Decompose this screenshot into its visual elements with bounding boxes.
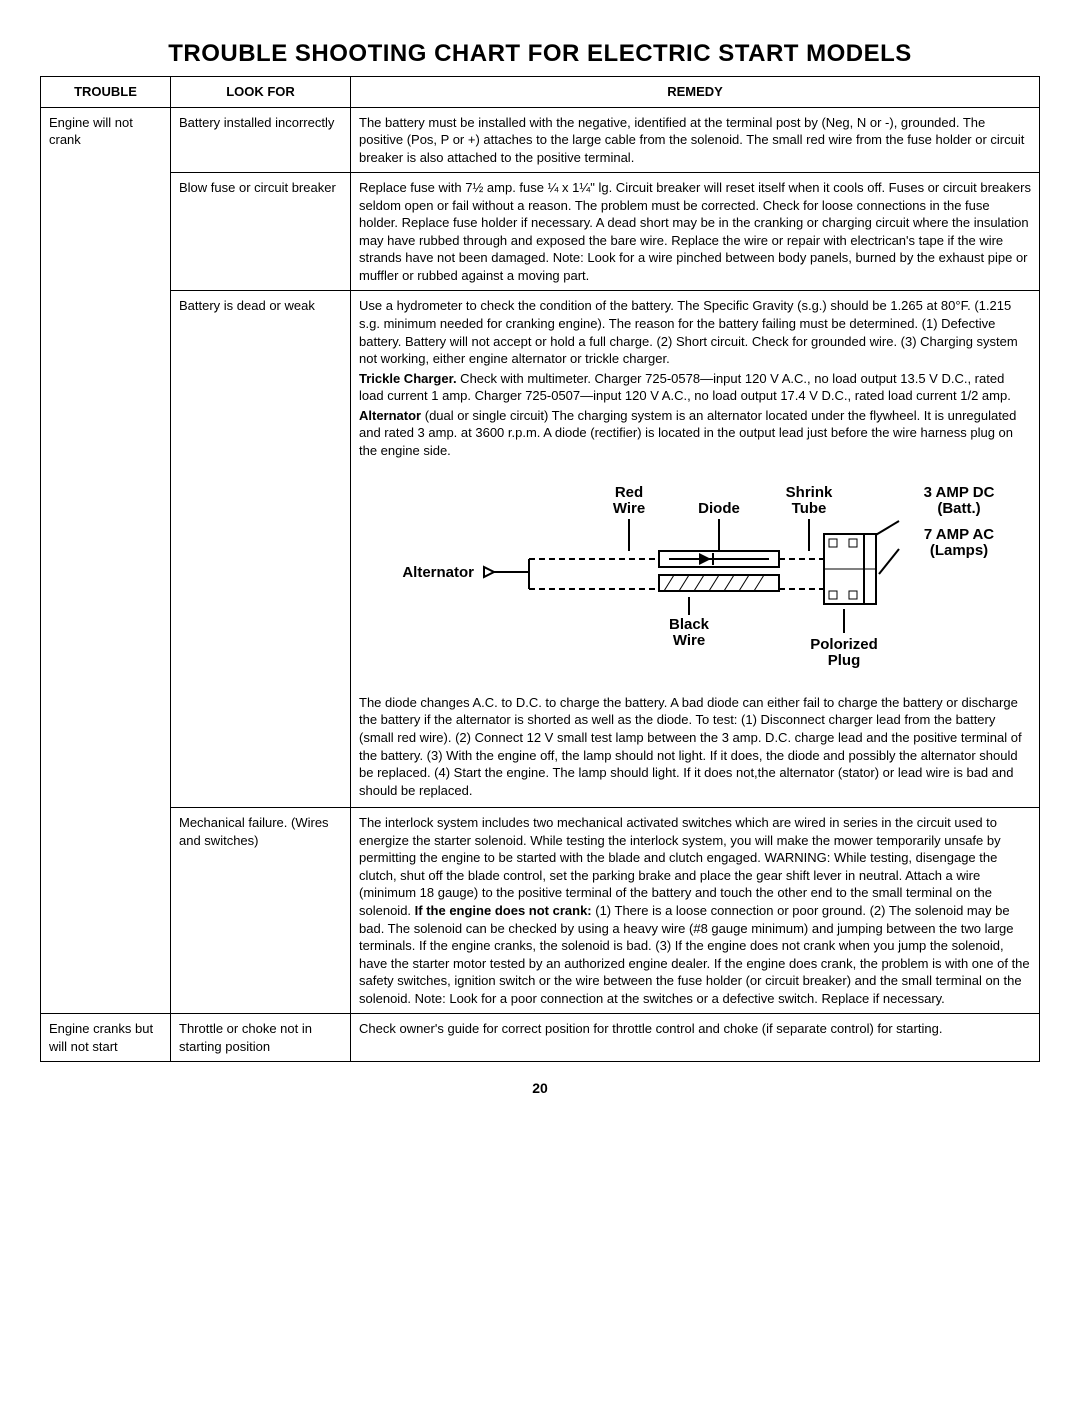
svg-text:Black: Black [669,616,710,633]
lookfor-cell: Blow fuse or circuit breaker [171,173,351,291]
table-row: Engine will not crank Battery installed … [41,107,1040,173]
remedy-text: The diode changes A.C. to D.C. to charge… [359,694,1031,799]
col-trouble: TROUBLE [41,77,171,108]
remedy-cell: Replace fuse with 7½ amp. fuse ¼ x 1¼" l… [351,173,1040,291]
svg-text:Plug: Plug [828,652,861,669]
page-title: TROUBLE SHOOTING CHART FOR ELECTRIC STAR… [40,40,1040,68]
trouble-cell: Engine cranks but will not start [41,1014,171,1062]
col-remedy: REMEDY [351,77,1040,108]
svg-text:7 AMP AC: 7 AMP AC [924,526,994,543]
svg-text:3 AMP DC: 3 AMP DC [924,484,995,501]
table-row: Mechanical failure. (Wires and switches)… [41,808,1040,1014]
svg-text:(Lamps): (Lamps) [930,542,988,559]
lookfor-cell: Throttle or choke not in starting positi… [171,1014,351,1062]
lookfor-cell: Battery is dead or weak [171,291,351,808]
trouble-cell: Engine will not crank [41,107,171,1014]
troubleshoot-table: TROUBLE LOOK FOR REMEDY Engine will not … [40,76,1040,1062]
remedy-text: Trickle Charger. Check with multimeter. … [359,370,1031,405]
svg-text:Wire: Wire [613,500,645,517]
col-lookfor: LOOK FOR [171,77,351,108]
lookfor-cell: Battery installed incorrectly [171,107,351,173]
svg-text:(Batt.): (Batt.) [937,500,980,517]
svg-text:Shrink: Shrink [786,484,833,501]
svg-text:Wire: Wire [673,632,705,649]
remedy-cell: Use a hydrometer to check the condition … [351,291,1040,808]
svg-text:Red: Red [615,484,643,501]
svg-text:Diode: Diode [698,500,740,517]
table-row: Engine cranks but will not start Throttl… [41,1014,1040,1062]
svg-text:To Alternator: To Alternator [399,564,474,581]
table-row: Battery is dead or weak Use a hydrometer… [41,291,1040,808]
table-row: Blow fuse or circuit breaker Replace fus… [41,173,1040,291]
remedy-cell: The battery must be installed with the n… [351,107,1040,173]
page-number: 20 [40,1080,1040,1096]
remedy-text: Use a hydrometer to check the condition … [359,297,1031,367]
svg-text:Tube: Tube [792,500,827,517]
wiring-diagram: Red Wire Diode Shrink Tube 3 AMP DC (Bat… [359,461,1031,694]
svg-text:Polorized: Polorized [810,636,878,653]
lookfor-cell: Mechanical failure. (Wires and switches) [171,808,351,1014]
remedy-cell: Check owner's guide for correct position… [351,1014,1040,1062]
remedy-cell: The interlock system includes two mechan… [351,808,1040,1014]
remedy-text: Alternator (dual or single circuit) The … [359,407,1031,460]
